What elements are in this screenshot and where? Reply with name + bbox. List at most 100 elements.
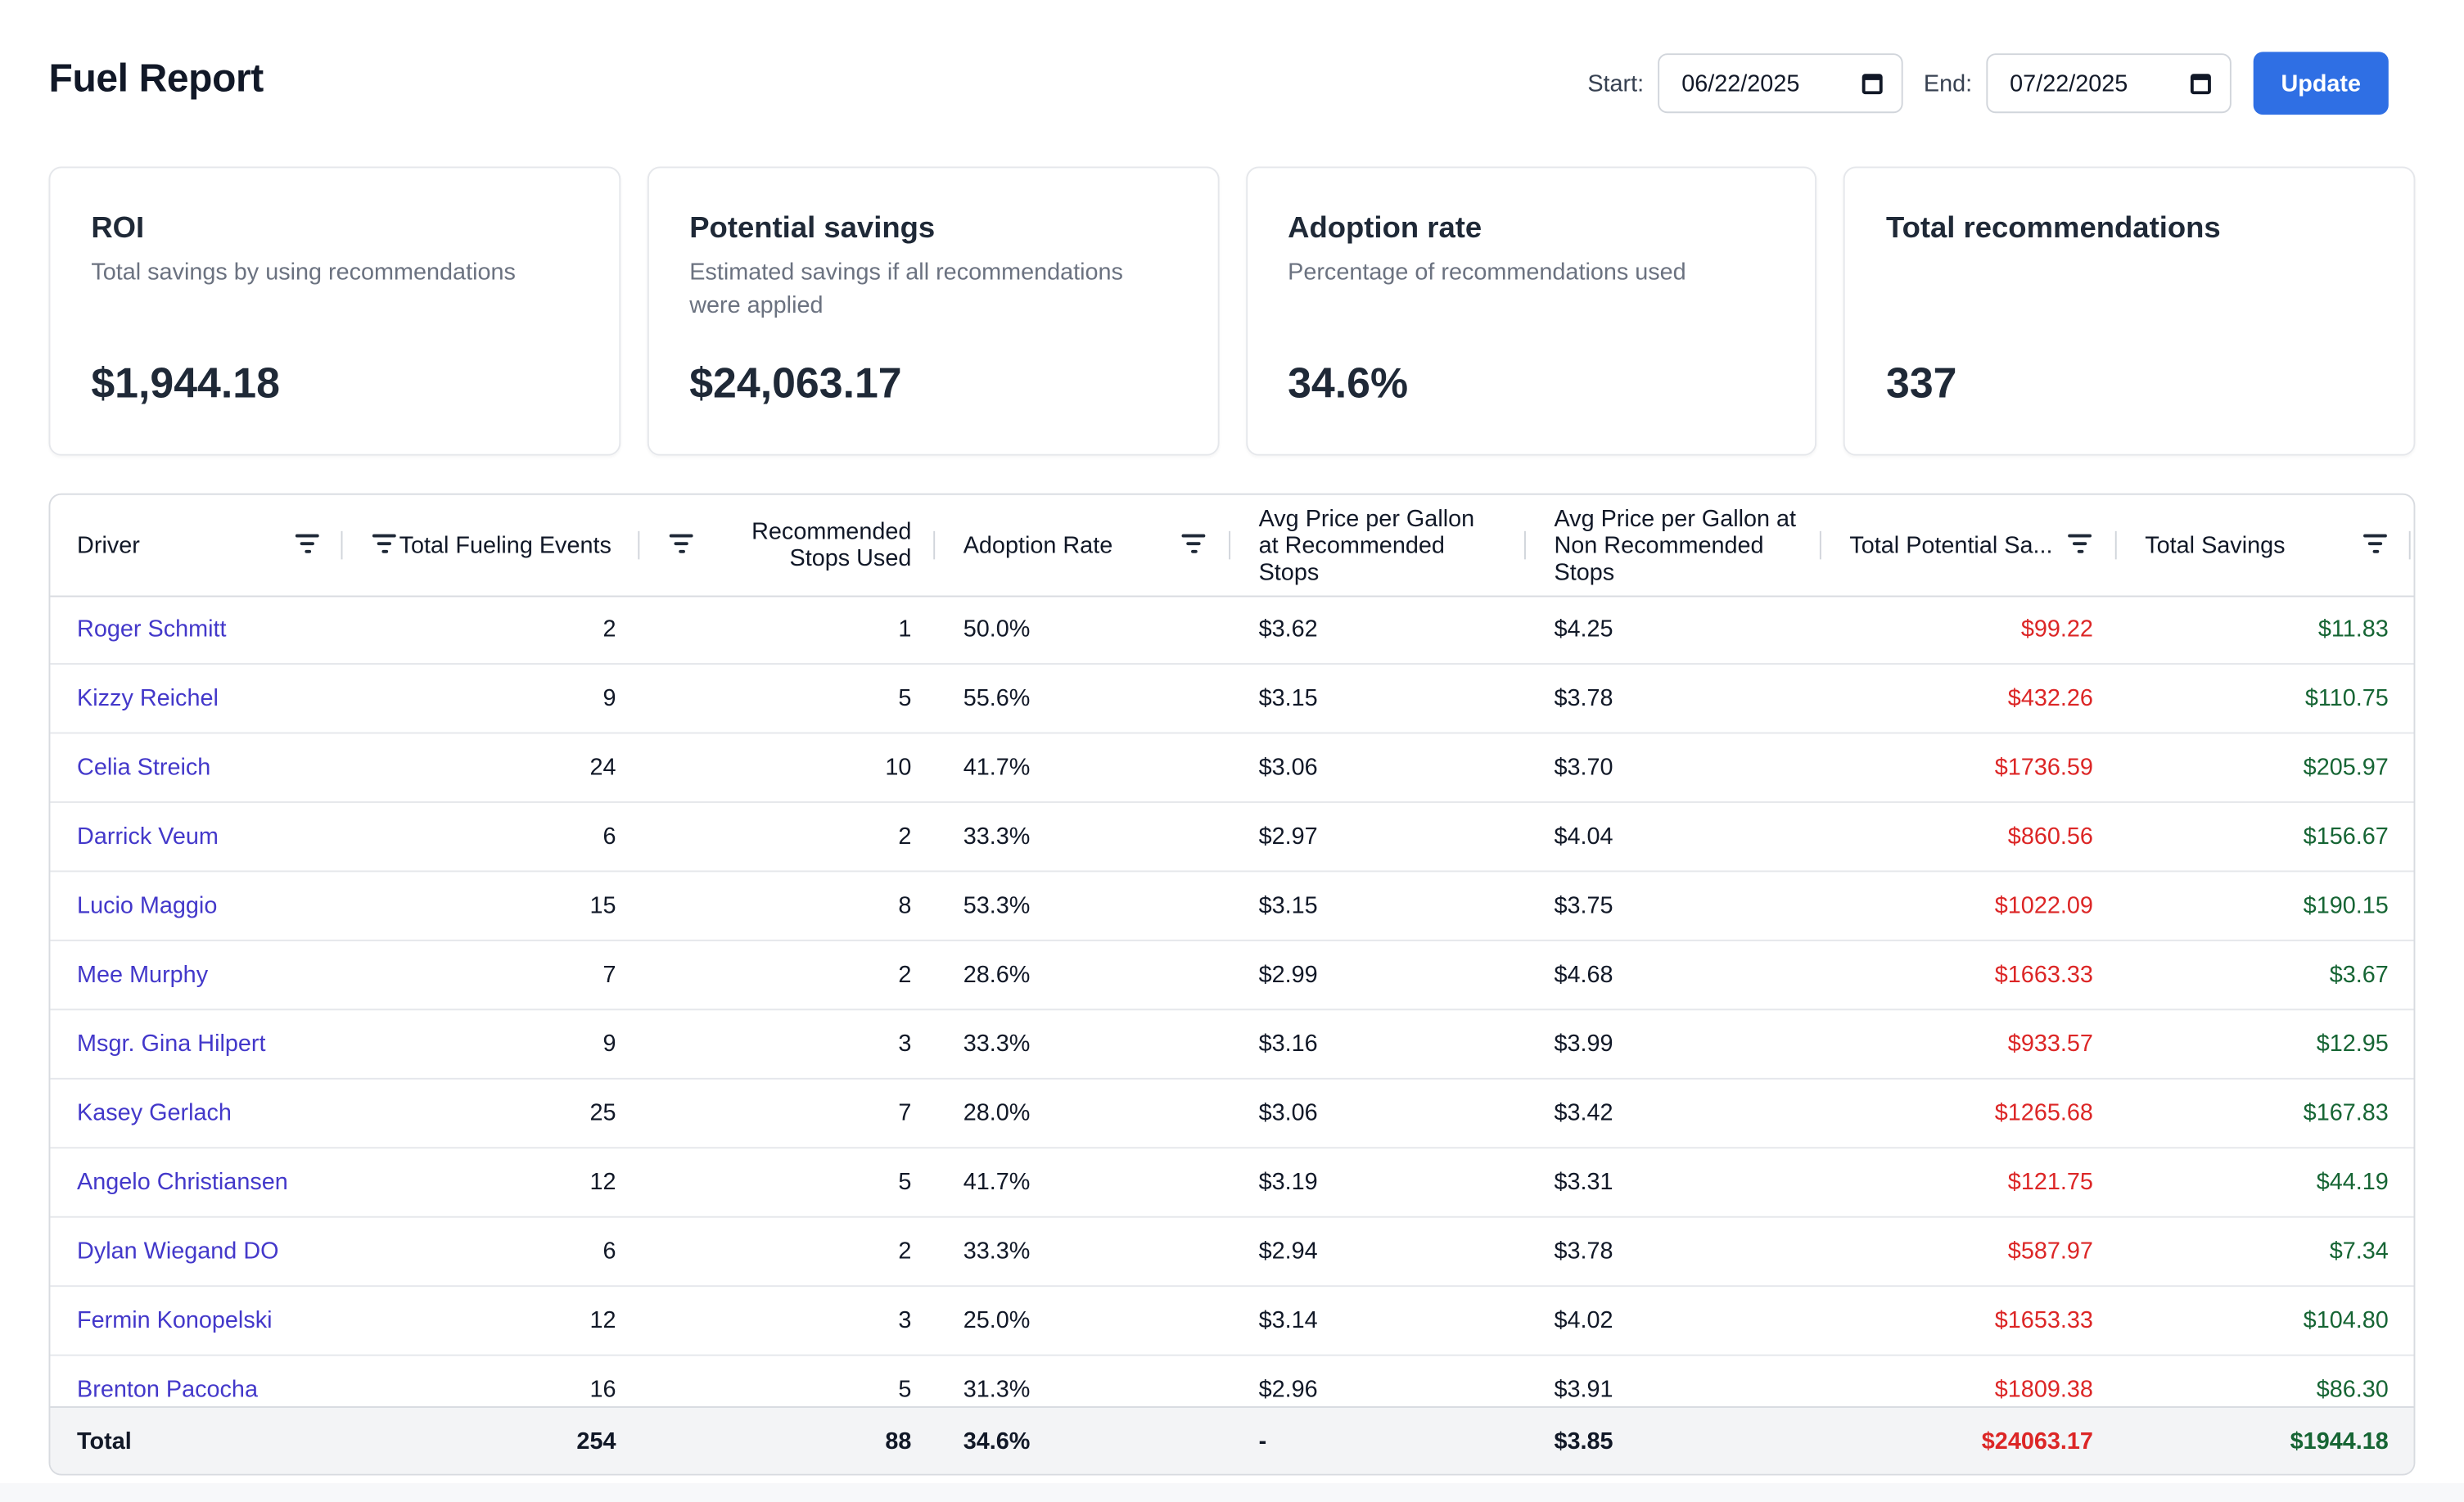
driver-link[interactable]: Angelo Christiansen	[77, 1169, 288, 1196]
end-date-label: End:	[1923, 70, 1973, 97]
adoption-rate-cell: 28.0%	[963, 1099, 1031, 1127]
table-row: Celia Streich 24 10 41.7% $3.06 $3.70 $1…	[50, 733, 2414, 803]
driver-link[interactable]: Darrick Veum	[77, 823, 219, 850]
driver-link[interactable]: Kasey Gerlach	[77, 1099, 232, 1127]
filter-icon[interactable]	[372, 534, 396, 553]
adoption-rate-cell: 33.3%	[963, 823, 1031, 850]
recommended-stops-cell: 3	[898, 1307, 912, 1334]
column-resize-handle[interactable]	[638, 530, 640, 560]
filter-icon[interactable]	[2363, 534, 2387, 553]
driver-link[interactable]: Brenton Pacocha	[77, 1376, 258, 1404]
column-resize-handle[interactable]	[933, 530, 936, 560]
savings-cell: $190.15	[2303, 892, 2389, 919]
avg-price-non-recommended-cell: $4.25	[1554, 616, 1613, 643]
recommended-stops-cell: 5	[898, 1169, 912, 1196]
driver-link[interactable]: Celia Streich	[77, 754, 211, 782]
avg-price-non-recommended-cell: $3.31	[1554, 1169, 1613, 1196]
card-title: Adoption rate	[1288, 212, 1482, 246]
driver-link[interactable]: Lucio Maggio	[77, 892, 218, 919]
page-title: Fuel Report	[48, 56, 264, 101]
column-header-total-potential-savings[interactable]: Total Potential Sa...	[1849, 531, 2053, 559]
fueling-events-cell: 6	[602, 823, 616, 850]
column-resize-handle[interactable]	[2408, 530, 2411, 560]
adoption-rate-cell: 33.3%	[963, 1238, 1031, 1265]
roi-card: ROI Total savings by using recommendatio…	[48, 166, 621, 456]
potential-savings-cell: $1022.09	[1994, 892, 2093, 919]
recommended-stops-cell: 5	[898, 684, 912, 712]
potential-savings-cell: $860.56	[2007, 823, 2093, 850]
column-header-total-savings[interactable]: Total Savings	[2145, 531, 2286, 559]
filter-icon[interactable]	[1181, 534, 1206, 553]
column-resize-handle[interactable]	[2114, 530, 2117, 560]
driver-link[interactable]: Fermin Konopelski	[77, 1307, 273, 1334]
recommended-stops-cell: 10	[885, 754, 912, 782]
filter-icon[interactable]	[295, 534, 319, 553]
card-description: Percentage of recommendations used	[1288, 259, 1686, 286]
total-savings: $1944.18	[2290, 1428, 2389, 1455]
total-adoption-rate: 34.6%	[963, 1428, 1031, 1455]
page-bottom-edge	[0, 1483, 2464, 1502]
filter-icon[interactable]	[669, 534, 693, 553]
avg-price-recommended-cell: $3.15	[1258, 892, 1318, 919]
column-resize-handle[interactable]	[1229, 530, 1231, 560]
calendar-icon[interactable]	[1862, 73, 1883, 94]
driver-link[interactable]: Roger Schmitt	[77, 616, 227, 643]
avg-price-non-recommended-cell: $3.91	[1554, 1376, 1613, 1404]
table-row: Darrick Veum 6 2 33.3% $2.97 $4.04 $860.…	[50, 803, 2414, 873]
filter-icon[interactable]	[2068, 534, 2092, 553]
update-button[interactable]: Update	[2253, 52, 2389, 115]
avg-price-non-recommended-cell: $3.78	[1554, 684, 1613, 712]
potential-savings-card: Potential savings Estimated savings if a…	[647, 166, 1219, 456]
card-description: Total savings by using recommendations	[91, 259, 516, 286]
potential-savings-cell: $432.26	[2007, 684, 2093, 712]
total-recommendations-card: Total recommendations 337	[1843, 166, 2416, 456]
adoption-rate-cell: 33.3%	[963, 1031, 1031, 1058]
card-title: ROI	[91, 212, 145, 246]
total-fueling-events: 254	[576, 1428, 616, 1455]
driver-link[interactable]: Dylan Wiegand DO	[77, 1238, 279, 1265]
start-date-input[interactable]: 06/22/2025	[1658, 53, 1903, 114]
card-value: 337	[1886, 359, 1957, 408]
start-date-label: Start:	[1587, 70, 1645, 97]
fueling-events-cell: 24	[589, 754, 616, 782]
card-value: $1,944.18	[91, 359, 280, 408]
end-date-input[interactable]: 07/22/2025	[1986, 53, 2232, 114]
start-date-value: 06/22/2025	[1681, 70, 1800, 97]
fueling-events-cell: 9	[602, 1031, 616, 1058]
table-row: Kizzy Reichel 9 5 55.6% $3.15 $3.78 $432…	[50, 665, 2414, 734]
table-row: Kasey Gerlach 25 7 28.0% $3.06 $3.42 $12…	[50, 1080, 2414, 1149]
total-label: Total	[77, 1428, 132, 1455]
driver-link[interactable]: Kizzy Reichel	[77, 684, 219, 712]
column-header-adoption-rate[interactable]: Adoption Rate	[963, 531, 1113, 559]
fueling-events-cell: 12	[589, 1169, 616, 1196]
potential-savings-cell: $1653.33	[1994, 1307, 2093, 1334]
column-header-total-fueling-events[interactable]: Total Fueling Events	[399, 531, 611, 559]
savings-cell: $167.83	[2303, 1099, 2389, 1127]
column-resize-handle[interactable]	[1819, 530, 1821, 560]
calendar-icon[interactable]	[2190, 73, 2211, 94]
fueling-events-cell: 6	[602, 1238, 616, 1265]
savings-cell: $156.67	[2303, 823, 2389, 850]
avg-price-non-recommended-cell: $3.75	[1554, 892, 1613, 919]
adoption-rate-cell: 41.7%	[963, 754, 1031, 782]
end-date-value: 07/22/2025	[2010, 70, 2128, 97]
column-header-recommended-stops-used[interactable]: Recommended Stops Used	[751, 518, 912, 572]
column-header-driver[interactable]: Driver	[77, 531, 140, 559]
column-resize-handle[interactable]	[1524, 530, 1526, 560]
potential-savings-cell: $1809.38	[1994, 1376, 2093, 1404]
column-resize-handle[interactable]	[341, 530, 343, 560]
column-header-avg-price-non-recommended[interactable]: Avg Price per Gallon at Non Recommended …	[1554, 505, 1797, 586]
total-avg-price-recommended: -	[1258, 1428, 1267, 1455]
recommended-stops-cell: 1	[898, 616, 912, 643]
avg-price-non-recommended-cell: $4.02	[1554, 1307, 1613, 1334]
fueling-events-cell: 9	[602, 684, 616, 712]
driver-link[interactable]: Mee Murphy	[77, 961, 209, 989]
column-header-avg-price-recommended[interactable]: Avg Price per Gallon at Recommended Stop…	[1258, 505, 1475, 586]
table-row: Mee Murphy 7 2 28.6% $2.99 $4.68 $1663.3…	[50, 941, 2414, 1011]
adoption-rate-cell: 50.0%	[963, 616, 1031, 643]
savings-cell: $104.80	[2303, 1307, 2389, 1334]
savings-cell: $3.67	[2329, 961, 2389, 989]
adoption-rate-cell: 28.6%	[963, 961, 1031, 989]
driver-link[interactable]: Msgr. Gina Hilpert	[77, 1031, 266, 1058]
avg-price-non-recommended-cell: $3.78	[1554, 1238, 1613, 1265]
